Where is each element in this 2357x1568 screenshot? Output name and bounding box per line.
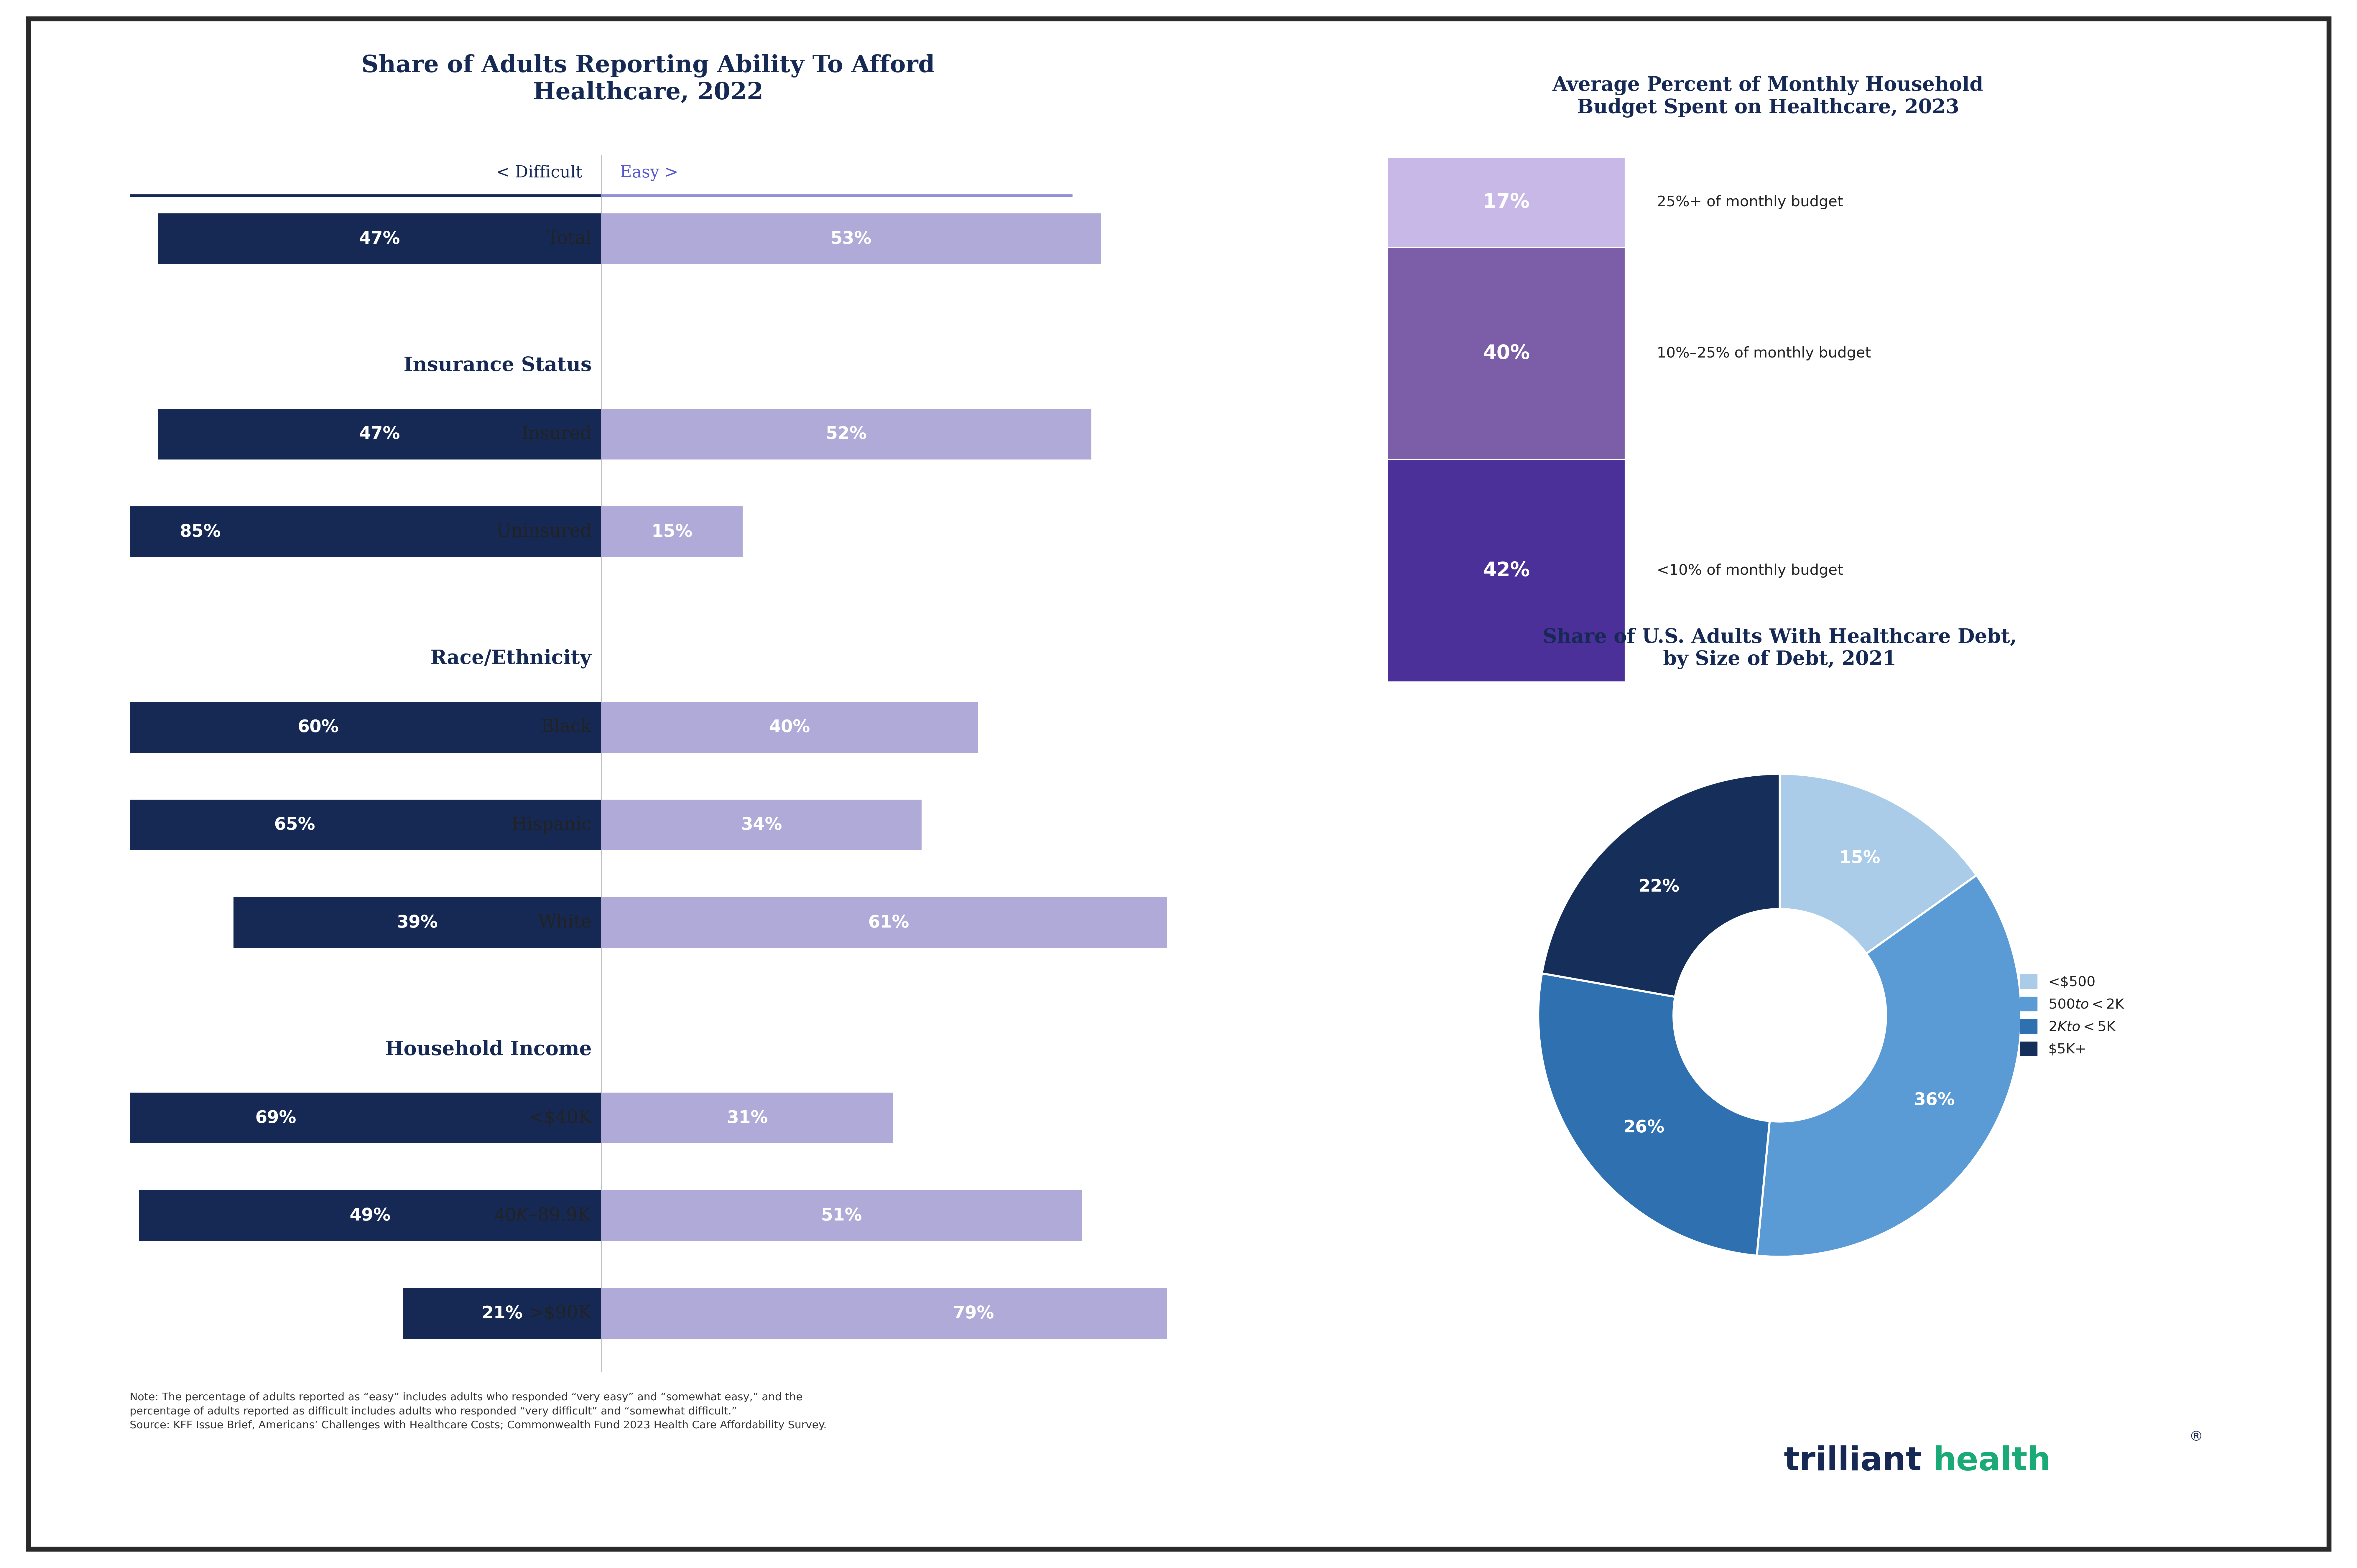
Text: Note: The percentage of adults reported as “easy” includes adults who responded : Note: The percentage of adults reported … [130, 1392, 827, 1430]
Bar [601, 1093, 893, 1143]
Bar [1388, 459, 1624, 682]
Text: 51%: 51% [820, 1207, 863, 1225]
Bar [1388, 157, 1624, 248]
Text: 17%: 17% [1483, 193, 1530, 212]
Text: 53%: 53% [830, 230, 872, 248]
Text: health: health [1933, 1446, 2051, 1477]
Text: Insured: Insured [521, 425, 592, 444]
Bar [0, 506, 601, 557]
Title: Share of U.S. Adults With Healthcare Debt,
by Size of Debt, 2021: Share of U.S. Adults With Healthcare Deb… [1541, 627, 2018, 670]
Bar [601, 800, 922, 850]
Text: 60%: 60% [297, 718, 339, 735]
Legend: <$500, $500 to <$2K, $2K to <$5K, $5K+: <$500, $500 to <$2K, $2K to <$5K, $5K+ [2015, 971, 2128, 1060]
Text: 26%: 26% [1624, 1120, 1664, 1137]
Text: 42%: 42% [1483, 561, 1530, 580]
Text: <$40K: <$40K [528, 1109, 592, 1127]
Text: 52%: 52% [825, 426, 867, 442]
Wedge shape [1780, 773, 1975, 953]
Bar [601, 409, 1091, 459]
Text: 22%: 22% [1638, 878, 1681, 895]
Text: 21%: 21% [481, 1305, 523, 1322]
Bar [601, 897, 1176, 949]
Text: ®: ® [2190, 1430, 2204, 1444]
Bar [601, 213, 1101, 263]
Title: Share of Adults Reporting Ability To Afford
Healthcare, 2022: Share of Adults Reporting Ability To Aff… [361, 55, 936, 103]
Text: 31%: 31% [726, 1110, 768, 1126]
Bar [601, 506, 742, 557]
Bar [1388, 248, 1624, 459]
Bar [601, 1190, 1082, 1242]
Bar [158, 213, 601, 263]
Text: trilliant: trilliant [1784, 1446, 1921, 1477]
Text: Black: Black [540, 718, 592, 735]
Text: 40%: 40% [768, 718, 811, 735]
Text: 47%: 47% [358, 426, 401, 442]
Bar [233, 897, 601, 949]
Text: 15%: 15% [651, 524, 693, 541]
Text: Uninsured: Uninsured [495, 524, 592, 541]
Bar [601, 1287, 1346, 1339]
Wedge shape [1756, 875, 2020, 1256]
Text: 69%: 69% [255, 1110, 297, 1126]
Text: Insurance Status: Insurance Status [403, 356, 592, 375]
Text: 47%: 47% [358, 230, 401, 248]
Bar [158, 409, 601, 459]
Text: Total: Total [547, 230, 592, 248]
Wedge shape [1541, 773, 1780, 997]
Text: $40K–$89.9K: $40K–$89.9K [493, 1207, 592, 1225]
Text: Hispanic: Hispanic [511, 815, 592, 834]
Bar [403, 1287, 601, 1339]
Text: 25%+ of monthly budget: 25%+ of monthly budget [1657, 196, 1843, 210]
FancyBboxPatch shape [28, 19, 2329, 1549]
Bar [35, 702, 601, 753]
Bar [601, 702, 978, 753]
Text: 85%: 85% [179, 524, 222, 541]
Text: <10% of monthly budget: <10% of monthly budget [1657, 563, 1843, 579]
Text: 15%: 15% [1838, 850, 1881, 867]
Circle shape [1673, 909, 1886, 1121]
Wedge shape [1539, 974, 1770, 1256]
Text: >$90K: >$90K [528, 1305, 592, 1322]
Text: 61%: 61% [867, 914, 910, 931]
Text: 49%: 49% [349, 1207, 391, 1225]
Text: 79%: 79% [952, 1305, 995, 1322]
Text: 10%–25% of monthly budget: 10%–25% of monthly budget [1657, 347, 1871, 361]
Text: 40%: 40% [1483, 343, 1530, 364]
Text: 36%: 36% [1914, 1091, 1954, 1109]
Text: White: White [537, 914, 592, 931]
Text: Household Income: Household Income [384, 1040, 592, 1060]
Text: Race/Ethnicity: Race/Ethnicity [431, 649, 592, 668]
Bar [139, 1190, 601, 1242]
Text: 39%: 39% [396, 914, 438, 931]
Bar [0, 1093, 601, 1143]
Text: Easy >: Easy > [620, 165, 679, 180]
Bar [0, 800, 601, 850]
Text: < Difficult: < Difficult [495, 165, 582, 180]
Text: 65%: 65% [273, 817, 316, 833]
Title: Average Percent of Monthly Household
Budget Spent on Healthcare, 2023: Average Percent of Monthly Household Bud… [1553, 75, 1982, 118]
Text: 34%: 34% [740, 817, 783, 833]
